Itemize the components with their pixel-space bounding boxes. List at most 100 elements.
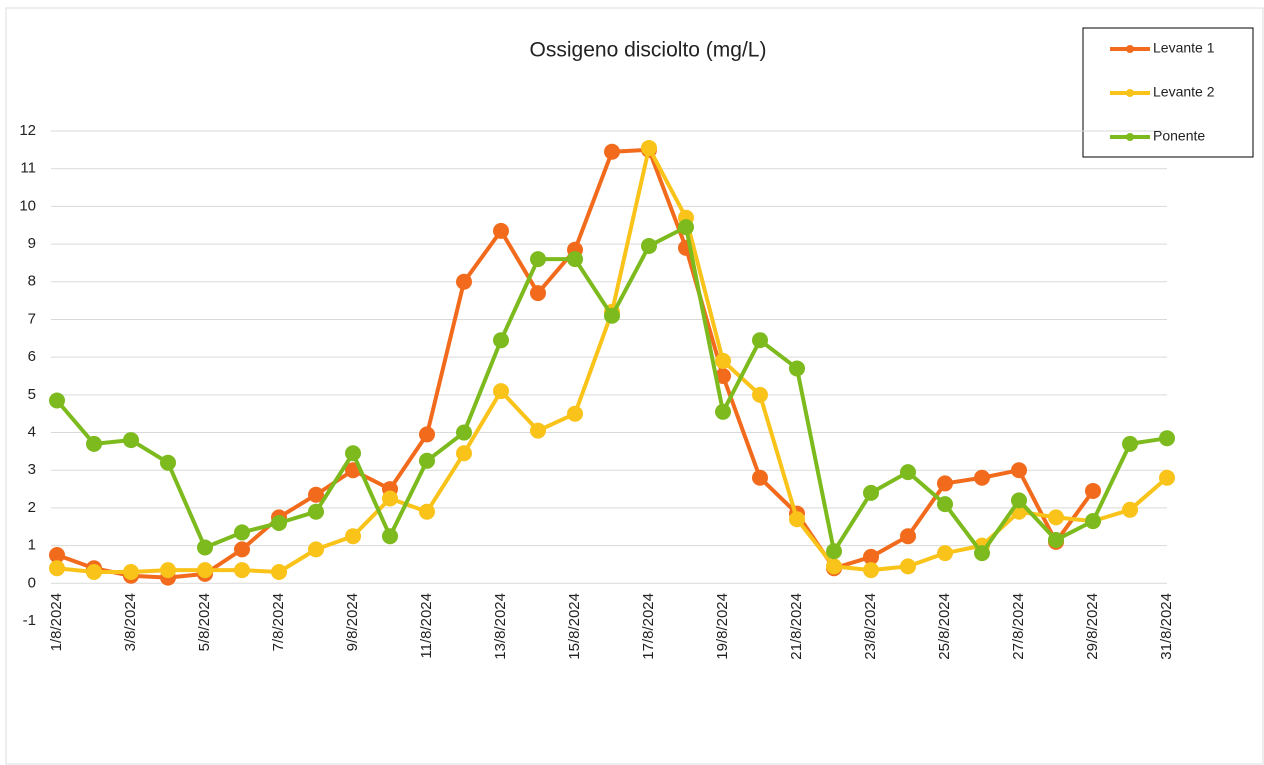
data-point [530, 251, 546, 268]
data-point [678, 219, 694, 236]
data-point [1122, 501, 1138, 518]
data-point [1159, 430, 1175, 447]
legend-label: Levante 2 [1153, 84, 1215, 100]
data-point [567, 405, 583, 422]
y-tick-label: 4 [28, 424, 36, 441]
data-point [900, 528, 916, 545]
data-point [419, 503, 435, 520]
y-tick-label: 12 [19, 122, 36, 139]
x-tick-label: 1/8/2024 [48, 593, 65, 651]
data-point [271, 564, 287, 580]
chart-frame [5, 7, 1264, 765]
y-tick-label: 6 [28, 348, 36, 365]
data-point [49, 392, 65, 409]
data-point [604, 143, 620, 160]
data-point [419, 426, 435, 443]
data-point [900, 464, 916, 481]
data-point [234, 562, 250, 579]
data-point [234, 541, 250, 558]
data-point [49, 547, 65, 564]
data-point [715, 352, 731, 369]
x-tick-label: 29/8/2024 [1084, 593, 1101, 660]
data-point [1048, 531, 1064, 548]
x-tick-label: 25/8/2024 [936, 593, 953, 660]
x-tick-label: 13/8/2024 [492, 593, 509, 660]
y-tick-label: 1 [28, 537, 36, 554]
data-point [308, 541, 324, 558]
data-point [419, 452, 435, 469]
x-tick-label: 31/8/2024 [1158, 593, 1175, 660]
data-point [1011, 492, 1027, 509]
data-point [1085, 482, 1101, 499]
data-point [197, 562, 213, 579]
x-tick-label: 21/8/2024 [788, 593, 805, 660]
data-point [1085, 513, 1101, 530]
chart-title: Ossigeno disciolto (mg/L) [530, 39, 767, 62]
data-point [752, 332, 768, 349]
data-point [345, 528, 361, 545]
x-tick-label: 19/8/2024 [714, 593, 731, 660]
data-point [493, 222, 509, 239]
data-point [641, 139, 657, 156]
data-point [974, 469, 990, 486]
data-point [123, 564, 139, 580]
x-tick-label: 17/8/2024 [640, 593, 657, 660]
data-point [456, 445, 472, 462]
data-point [456, 273, 472, 290]
data-point [752, 469, 768, 486]
data-point [752, 386, 768, 403]
data-point [271, 515, 287, 531]
x-tick-label: 9/8/2024 [344, 593, 361, 651]
data-point [493, 383, 509, 400]
data-point [382, 528, 398, 545]
data-point [382, 490, 398, 507]
data-point [900, 558, 916, 575]
data-point [604, 307, 620, 324]
data-point [234, 524, 250, 541]
x-tick-label: 5/8/2024 [196, 593, 213, 651]
data-point [345, 445, 361, 462]
data-point [715, 368, 731, 384]
data-point [308, 503, 324, 520]
data-point [826, 558, 842, 575]
data-point [493, 332, 509, 349]
y-tick-label: 2 [28, 499, 36, 516]
data-point [197, 539, 213, 556]
x-tick-label: 11/8/2024 [418, 593, 435, 659]
y-tick-label: 8 [28, 273, 36, 290]
data-point [937, 545, 953, 562]
y-tick-label: 7 [28, 310, 36, 327]
data-point [160, 454, 176, 471]
legend-marker [1126, 133, 1134, 141]
data-point [456, 424, 472, 441]
x-tick-label: 15/8/2024 [566, 593, 583, 660]
data-point [123, 432, 139, 449]
data-point [863, 484, 879, 501]
data-point [863, 548, 879, 565]
data-point [308, 486, 324, 503]
data-point [530, 422, 546, 439]
y-tick-label: -1 [23, 612, 36, 629]
data-point [937, 475, 953, 492]
legend-marker [1126, 89, 1134, 97]
data-point [789, 360, 805, 377]
data-point [567, 251, 583, 268]
data-point [826, 543, 842, 560]
x-tick-label: 7/8/2024 [270, 593, 287, 651]
data-point [160, 562, 176, 579]
y-tick-label: 11 [20, 160, 36, 177]
x-tick-label: 23/8/2024 [862, 593, 879, 660]
data-point [49, 560, 65, 577]
data-point [863, 562, 879, 579]
data-point [86, 435, 102, 452]
y-tick-label: 9 [28, 235, 36, 252]
y-tick-label: 5 [28, 386, 36, 403]
data-point [86, 564, 102, 580]
y-tick-label: 10 [19, 197, 36, 214]
data-point [1048, 509, 1064, 526]
y-tick-label: 3 [28, 461, 36, 478]
legend-marker [1126, 45, 1134, 53]
data-point [530, 285, 546, 302]
data-point [974, 545, 990, 562]
